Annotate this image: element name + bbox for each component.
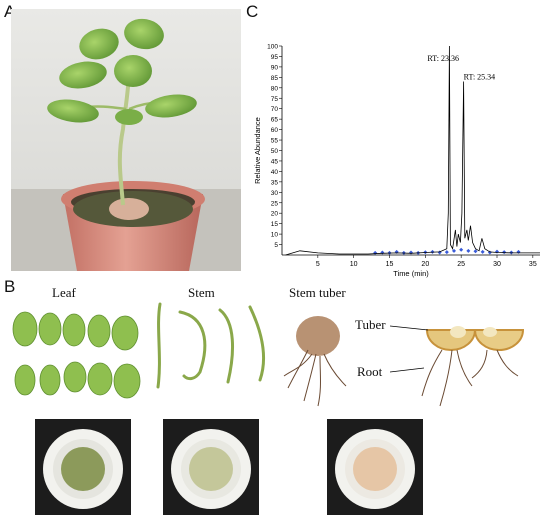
chromatogram-chart: 5 10 15 20 25 30 35 5 10 15 20 25 30 35 40 45 50 55 60 65 70… (253, 44, 540, 278)
chart-marker-point (495, 249, 499, 254)
caption-stem: Stem (188, 285, 215, 300)
chart-y-tick-label: 40 (271, 169, 279, 176)
chart-y-tick-label: 50 (271, 148, 279, 155)
chart-x-tick-label: 35 (529, 261, 537, 268)
chart-axes (279, 45, 540, 258)
plant-photo (11, 9, 241, 271)
chart-x-tick-label: 10 (350, 261, 358, 268)
chart-marker-point (380, 250, 385, 255)
chart-peak-annotation: RT: 23.36 (427, 54, 459, 63)
chart-y-tick-label: 30 (271, 190, 279, 197)
stem-tuber-photo (283, 316, 525, 407)
chart-y-tick-label: 95 (271, 54, 279, 61)
panel-label-b: B (4, 277, 16, 296)
chart-y-tick-label: 15 (271, 221, 279, 228)
annotation-root-label: Root (357, 364, 383, 379)
leaf-samples-photo (12, 311, 141, 399)
chart-y-tick-label: 65 (271, 117, 279, 124)
chromatogram-series-line (285, 45, 540, 256)
chart-y-tick-label: 10 (271, 232, 279, 239)
chart-y-tick-label: 25 (271, 200, 279, 207)
chart-marker-point (437, 250, 442, 255)
chart-marker-point (466, 248, 471, 253)
chart-x-tick-label: 15 (386, 261, 394, 268)
chart-marker-point (487, 250, 492, 255)
chart-y-tick-label: 85 (271, 75, 279, 82)
stem-powder-photo (163, 419, 259, 515)
chart-y-tick-label: 20 (271, 211, 279, 218)
chart-x-tick-label: 30 (493, 261, 501, 268)
chart-peak-annotations: RT: 23.36 RT: 25.34 (427, 54, 495, 82)
chart-marker-point (444, 250, 449, 255)
chart-y-tick-label: 100 (267, 44, 278, 51)
chart-x-tick-label: 5 (316, 261, 320, 268)
chart-tick-labels: 5 10 15 20 25 30 35 5 10 15 20 25 30 35 40 45 50 55 60 65 70… (267, 44, 537, 269)
chart-x-axis-label: Time (min) (393, 269, 429, 278)
panel-label-a: A (4, 2, 16, 21)
chart-y-tick-label: 35 (271, 179, 279, 186)
chart-markers (373, 247, 521, 255)
chart-y-tick-label: 45 (271, 158, 279, 165)
chart-y-tick-label: 55 (271, 138, 279, 145)
chart-y-tick-label: 75 (271, 96, 279, 103)
leaf-powder-photo (35, 419, 131, 515)
chart-x-tick-label: 25 (457, 261, 465, 268)
chart-marker-point (473, 249, 478, 254)
chart-marker-point (502, 250, 507, 255)
chart-y-axis-label: Relative Abundance (253, 117, 262, 184)
annotation-tuber-label: Tuber (355, 317, 386, 332)
panel-label-c: C (246, 2, 259, 21)
chart-x-tick-label: 20 (421, 261, 429, 268)
chart-y-tick-label: 70 (271, 106, 279, 113)
chart-marker-point (452, 248, 456, 253)
chart-marker-point (409, 250, 413, 255)
chart-marker-point (459, 247, 464, 252)
chart-marker-point (480, 249, 485, 254)
caption-leaf: Leaf (52, 285, 76, 300)
stem-samples-photo (156, 302, 266, 389)
chart-marker-point (509, 250, 514, 255)
chart-y-tick-label: 5 (274, 242, 278, 249)
annotation-leader-lines (390, 325, 429, 373)
chart-peak-annotation: RT: 25.34 (464, 73, 496, 82)
caption-stem-tuber: Stem tuber (289, 285, 346, 300)
chart-y-tick-label: 90 (271, 64, 279, 71)
chart-y-tick-label: 60 (271, 127, 279, 134)
tuber-powder-photo (327, 419, 423, 515)
chart-y-tick-label: 80 (271, 85, 279, 92)
chart-marker-point (373, 250, 378, 255)
